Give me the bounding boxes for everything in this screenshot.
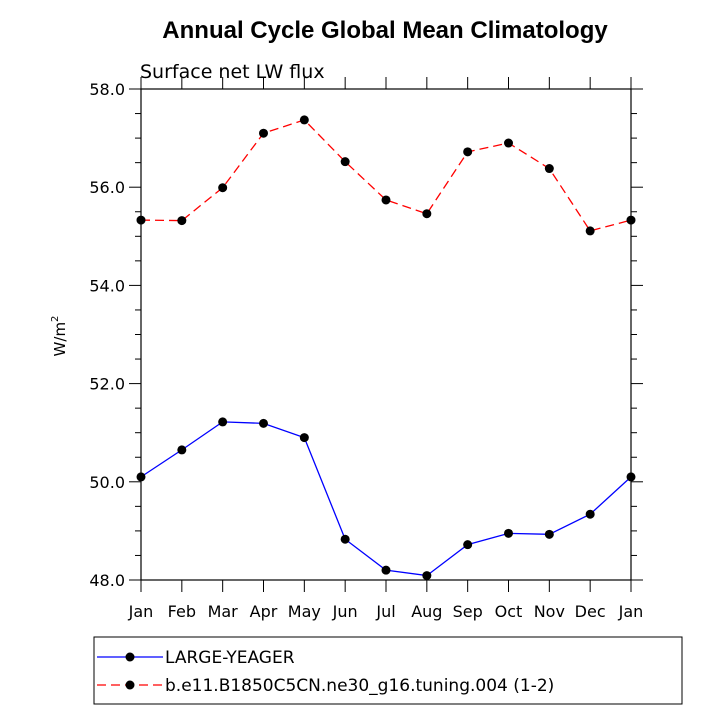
legend: LARGE-YEAGER b.e11.B1850C5CN.ne30_g16.tu…: [93, 636, 683, 705]
series-0-point: [463, 540, 473, 550]
series-1-point: [585, 226, 595, 236]
x-tick-label: Jan: [128, 602, 154, 621]
y-tick-label: 50.0: [89, 473, 125, 492]
series-0-point: [259, 418, 268, 428]
y-tick-label: 54.0: [89, 276, 125, 295]
series-0-point: [177, 445, 187, 455]
legend-box: [93, 636, 683, 705]
series-line-0: [140, 421, 632, 577]
series-1-point: [544, 164, 554, 174]
series-0-point: [626, 472, 636, 482]
series-0-point: [585, 509, 595, 519]
x-tick-label: Nov: [534, 602, 565, 621]
chart-title: Annual Cycle Global Mean Climatology: [162, 17, 608, 44]
x-tick-label: Jan: [618, 602, 644, 621]
series-0-point: [422, 571, 432, 581]
y-tick-label: 48.0: [89, 571, 125, 590]
series-1-point: [136, 215, 146, 225]
series-1-point: [177, 216, 187, 226]
x-tick-labels: Jan Feb Mar Apr May Jun Jul Aug Sep Oct Nov Dec Jan: [128, 602, 644, 621]
series-1-point: [626, 215, 636, 225]
x-tick-label: May: [288, 602, 321, 621]
series-1-point: [504, 138, 513, 148]
x-tick-label: Mar: [208, 602, 239, 621]
y-axis-label-text: W/m: [51, 322, 69, 357]
series-0-point: [381, 565, 391, 575]
y-axis-label-superscript: 2: [50, 316, 61, 322]
series-0-point: [299, 433, 309, 443]
x-tick-label: Sep: [453, 602, 483, 621]
y-tick-label: 52.0: [89, 375, 125, 394]
series-1-point: [422, 209, 432, 219]
series-1-point: [381, 195, 391, 205]
series-0-point: [340, 534, 350, 544]
y-tick-label: 56.0: [89, 178, 125, 197]
series-0-point: [218, 417, 228, 427]
axis-ticks: [129, 77, 643, 592]
series-1-point: [218, 183, 228, 193]
x-tick-label: Aug: [411, 602, 442, 621]
x-tick-label: Feb: [168, 602, 196, 621]
series-0-point: [136, 472, 146, 482]
y-axis-label: W/m2: [50, 316, 69, 357]
series-1-point: [299, 115, 309, 125]
plot-frame: [140, 88, 632, 581]
chart-subtitle: Surface net LW flux: [140, 61, 325, 83]
x-tick-label: Apr: [250, 602, 278, 621]
series-line-1: [140, 119, 632, 232]
y-tick-label: 58.0: [89, 80, 125, 99]
legend-marker-tuning: [125, 680, 135, 690]
series-1-point: [340, 157, 350, 167]
y-tick-labels: 48.0 50.0 52.0 54.0 56.0 58.0: [89, 80, 125, 590]
x-tick-label: Dec: [575, 602, 606, 621]
series-1-point: [259, 128, 268, 138]
series-1-point: [463, 147, 473, 157]
legend-label-tuning: b.e11.B1850C5CN.ne30_g16.tuning.004 (1-2…: [165, 676, 554, 696]
x-tick-label: Oct: [495, 602, 523, 621]
legend-label-large-yeager: LARGE-YEAGER: [165, 648, 295, 668]
series-0-point: [504, 528, 513, 538]
legend-marker-large-yeager: [125, 652, 135, 662]
x-tick-label: Jun: [332, 602, 358, 621]
x-tick-label: Jul: [375, 602, 395, 621]
series-layer: [136, 115, 636, 581]
series-0-point: [544, 529, 554, 539]
